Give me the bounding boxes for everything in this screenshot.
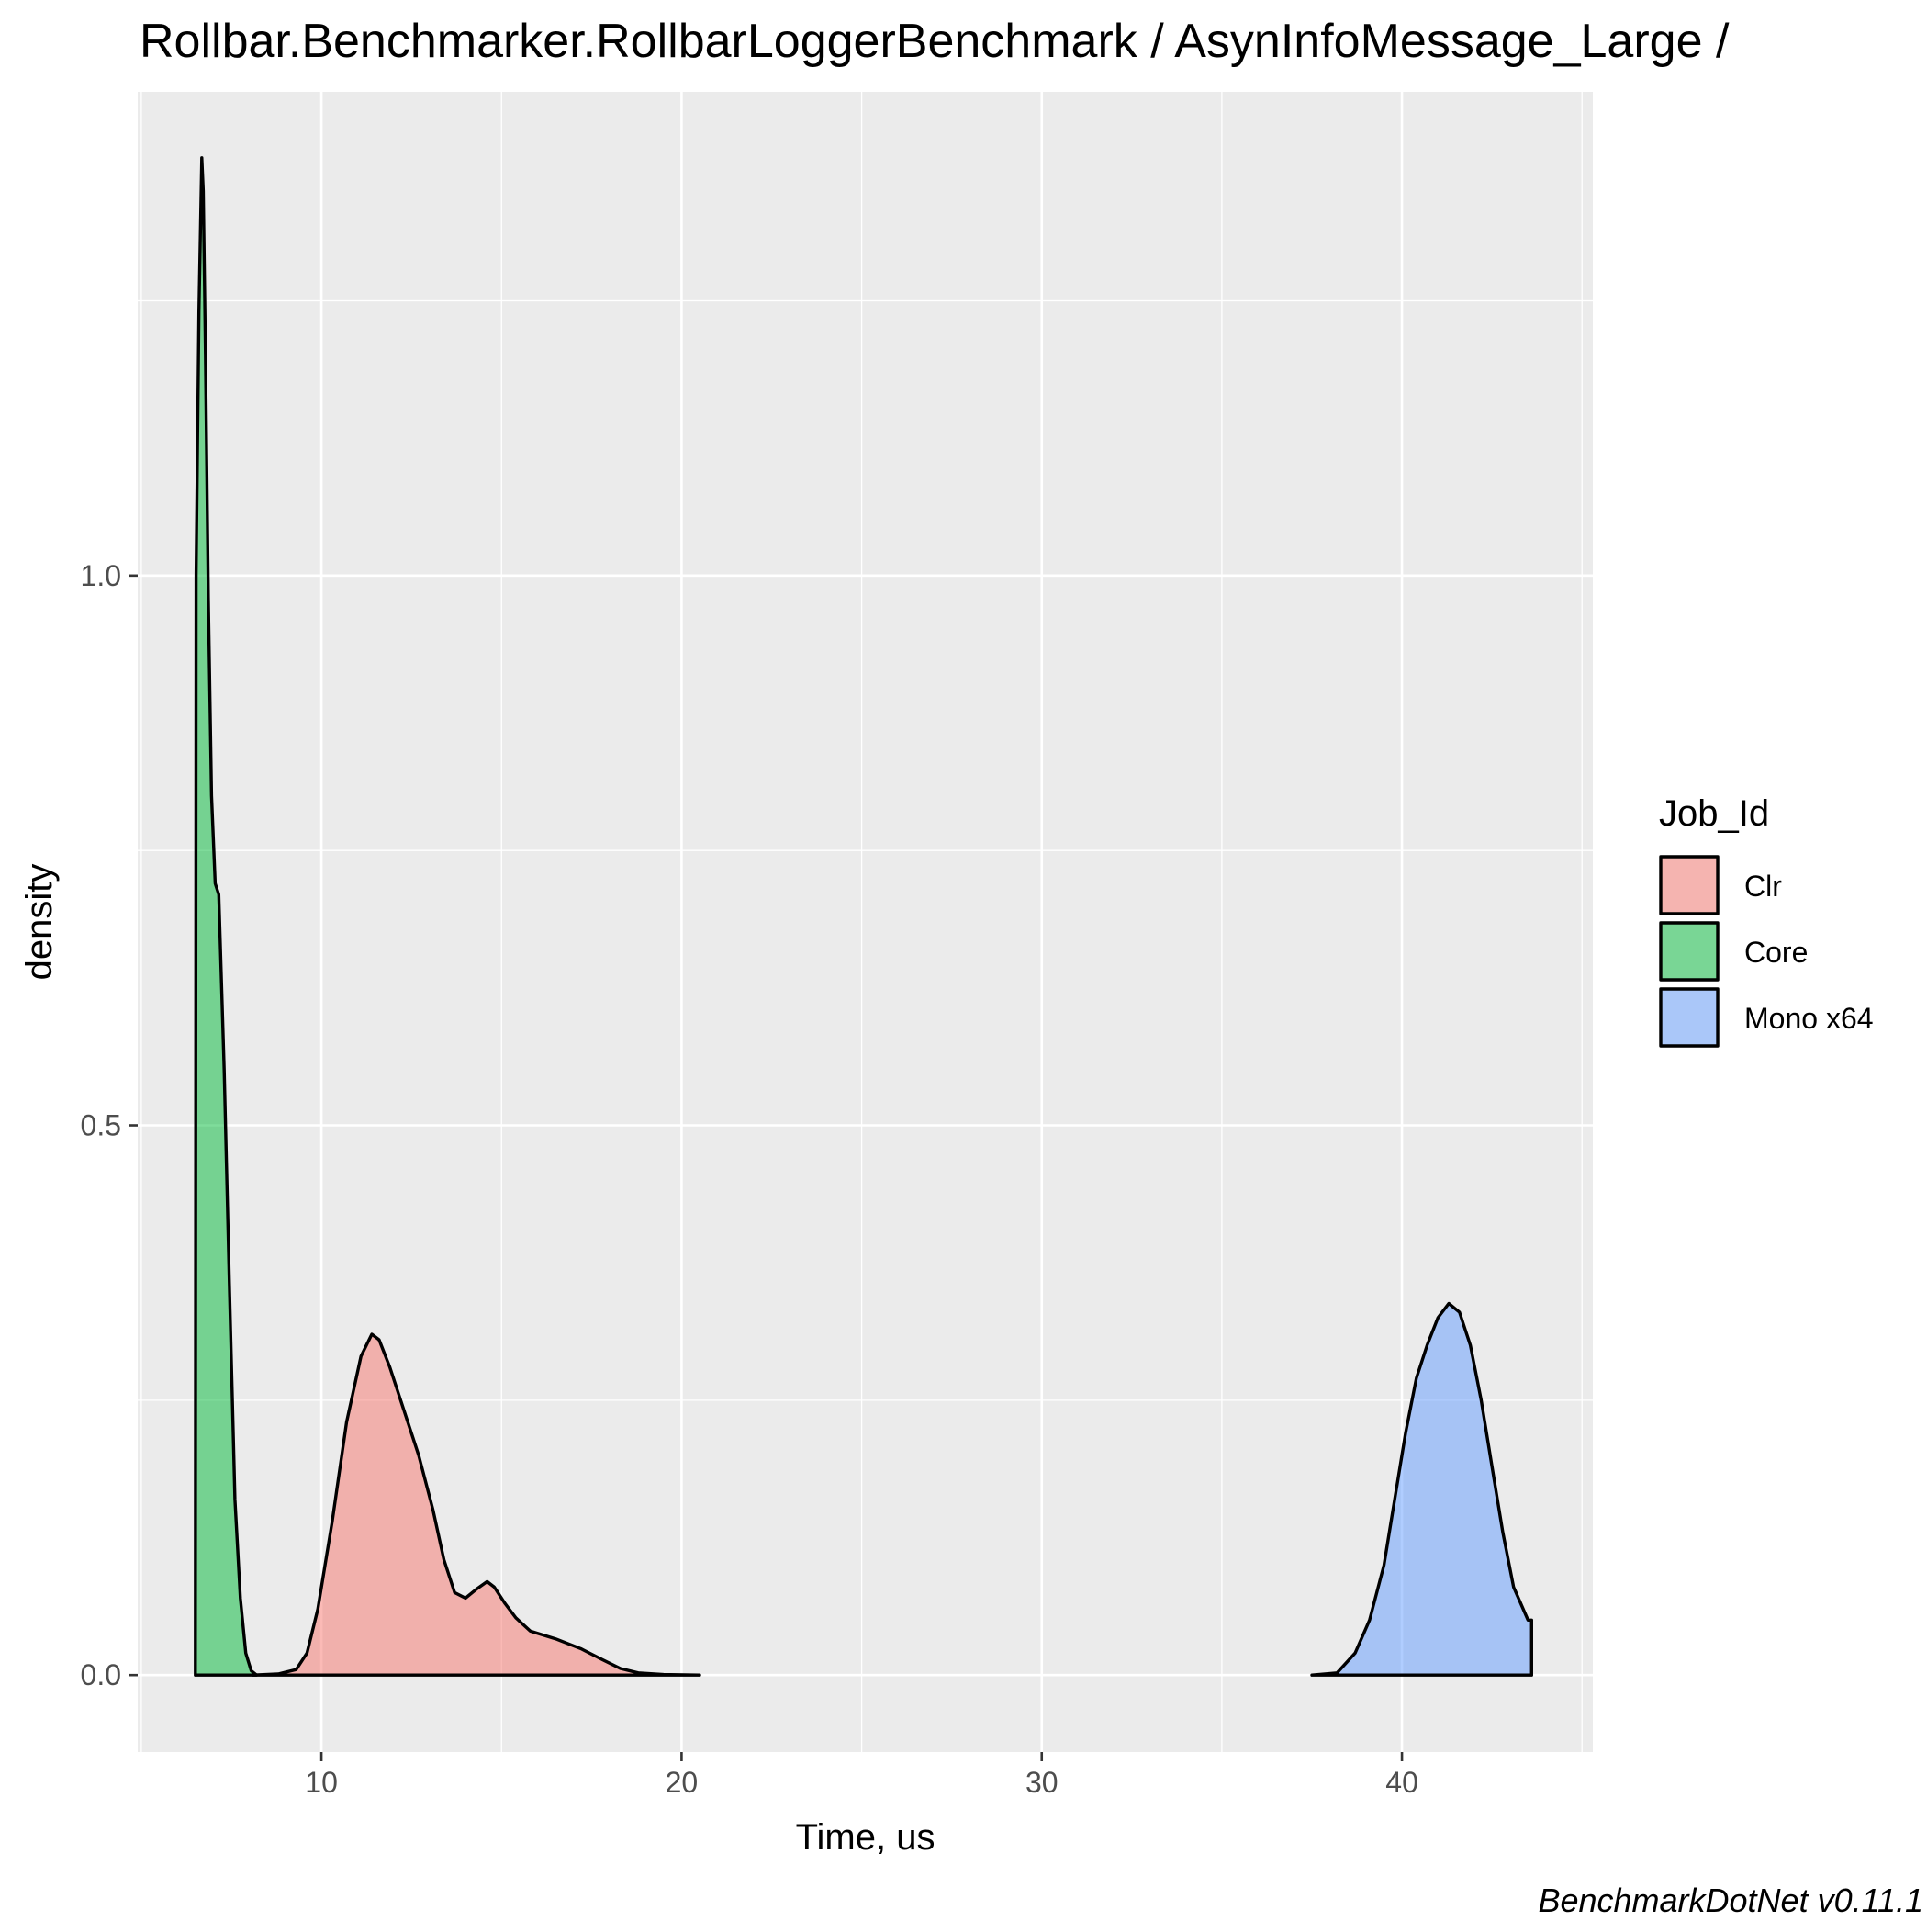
- x-tick-label: 20: [666, 1766, 699, 1799]
- x-tick-label: 30: [1025, 1766, 1059, 1799]
- density-area-core: [194, 156, 259, 1677]
- density-area-mono-x64: [1310, 1301, 1533, 1677]
- density-series: [194, 156, 1533, 1677]
- y-axis: 0.0 0.5 1.0: [81, 559, 138, 1691]
- legend-swatch-core: [1659, 921, 1720, 982]
- legend-label: Clr: [1744, 870, 1782, 903]
- legend-title: Job_Id: [1659, 793, 1769, 834]
- legend-label: Mono x64: [1744, 1002, 1874, 1035]
- x-axis: 10 20 30 40: [305, 1752, 1418, 1799]
- y-axis-title: density: [19, 864, 60, 981]
- x-tick-label: 10: [305, 1766, 338, 1799]
- y-tick-label: 1.0: [81, 559, 121, 592]
- y-tick-label: 0.5: [81, 1109, 121, 1142]
- x-axis-title: Time, us: [796, 1817, 935, 1858]
- density-area-clr: [251, 1332, 701, 1677]
- y-tick-label: 0.0: [81, 1658, 121, 1691]
- legend: Job_Id Clr Core Mono x64: [1659, 793, 1874, 1048]
- legend-swatch-mono-x64: [1659, 987, 1720, 1048]
- chart-title: Rollbar.Benchmarker.RollbarLoggerBenchma…: [140, 15, 1730, 68]
- x-tick-label: 40: [1385, 1766, 1418, 1799]
- legend-item-core: Core: [1659, 921, 1808, 982]
- legend-item-clr: Clr: [1659, 855, 1782, 915]
- legend-items: Clr Core Mono x64: [1659, 855, 1874, 1048]
- minor-gridlines: [138, 92, 1593, 1752]
- legend-label: Core: [1744, 936, 1808, 969]
- legend-swatch-clr: [1659, 855, 1720, 915]
- chart-caption: BenchmarkDotNet v0.11.1: [1538, 1881, 1923, 1919]
- legend-item-mono-x64: Mono x64: [1659, 987, 1874, 1048]
